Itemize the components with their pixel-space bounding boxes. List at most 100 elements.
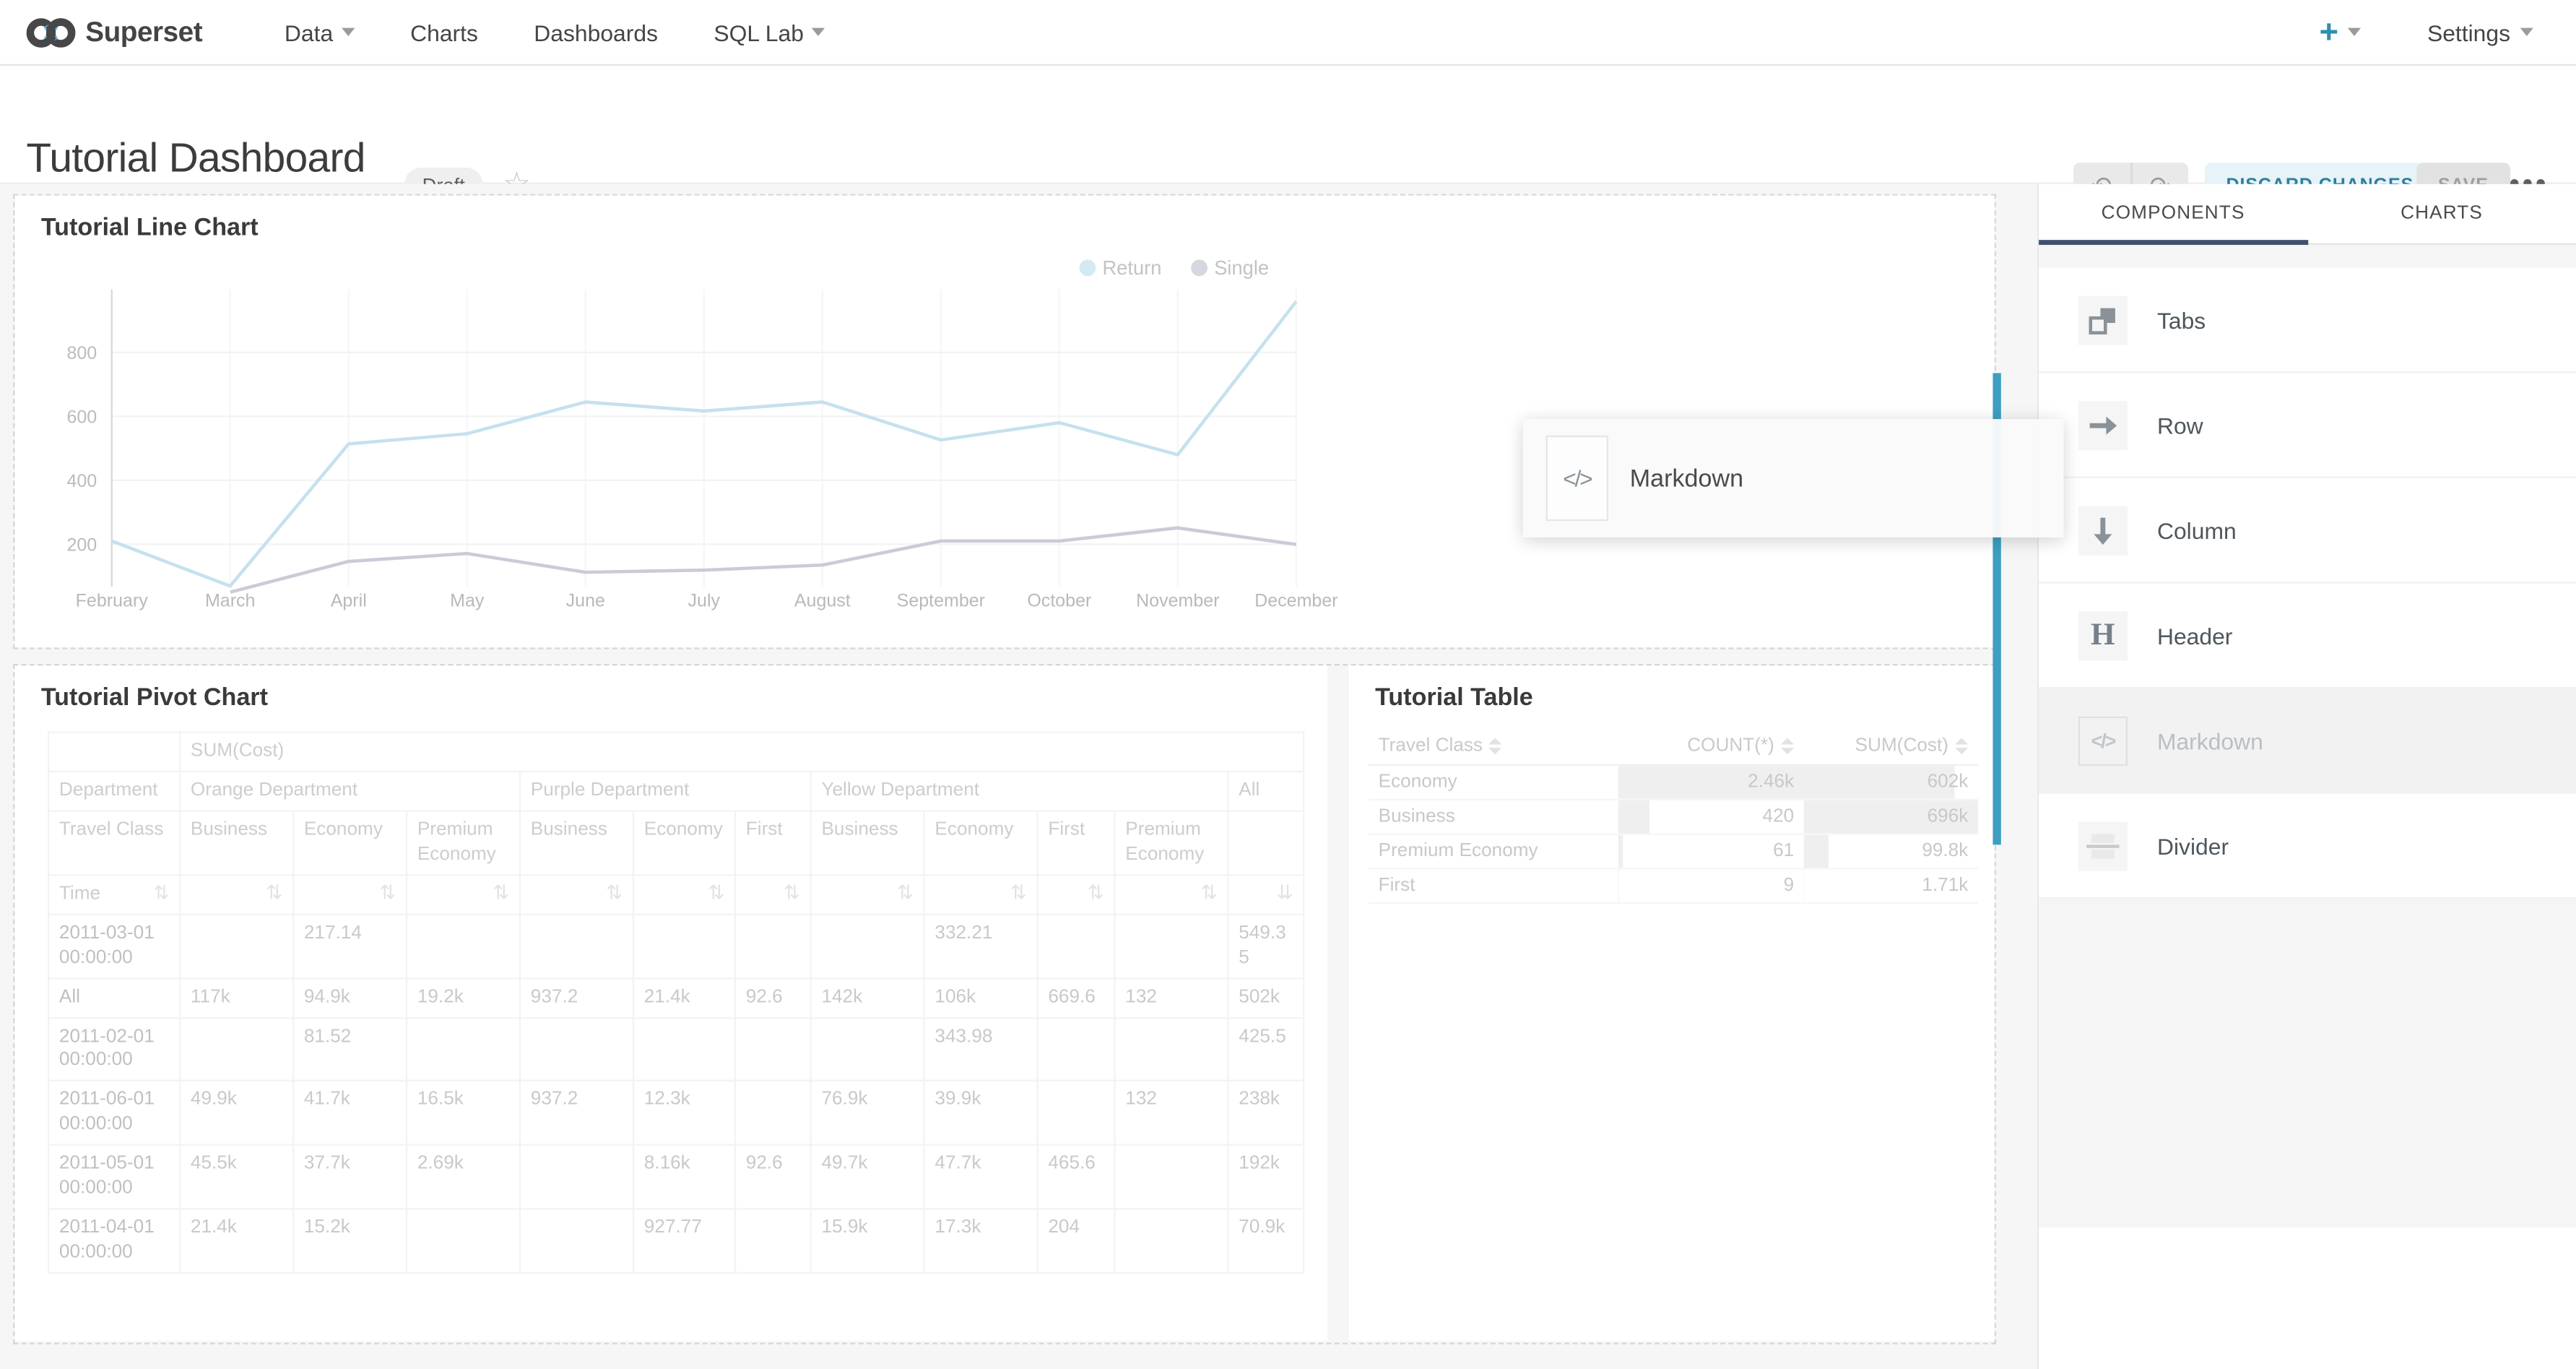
cell-sum: 99.8k xyxy=(1803,834,1978,870)
pivot-cell xyxy=(734,1016,812,1082)
pivot-class-header xyxy=(1227,810,1305,876)
pivot-cell xyxy=(734,913,812,979)
settings-menu[interactable]: Settings xyxy=(2427,19,2533,46)
pivot-cell: 15.2k xyxy=(292,1208,408,1274)
sidebar-tabs: COMPONENTS CHARTS xyxy=(2039,184,2576,245)
pivot-cell: 41.7k xyxy=(292,1080,408,1146)
chevron-down-icon xyxy=(812,27,825,37)
sort-icon[interactable]: ⇅ xyxy=(1036,873,1116,915)
markdown-code-icon: </> xyxy=(2078,715,2128,765)
cell-count: 2.46k xyxy=(1618,764,1804,800)
pivot-cell xyxy=(1114,1016,1229,1082)
nav-right: + Settings xyxy=(2320,16,2533,48)
pivot-cell xyxy=(632,913,737,979)
chevron-down-icon xyxy=(2520,27,2533,37)
cell-travel-class: Economy xyxy=(1368,764,1618,800)
pivot-measure: SUM(Cost) xyxy=(178,731,1305,773)
nav-dashboards[interactable]: Dashboards xyxy=(534,19,659,46)
component-item-markdown[interactable]: </> Markdown xyxy=(2039,688,2576,794)
pivot-class-header: Business xyxy=(810,810,925,876)
component-item-header[interactable]: H Header xyxy=(2039,583,2576,689)
cell-sum: 696k xyxy=(1803,799,1978,835)
sort-icon[interactable]: ⇅ xyxy=(153,884,170,904)
more-options-button[interactable] xyxy=(2510,178,2545,188)
sort-icon[interactable] xyxy=(1489,738,1503,755)
sort-icon[interactable]: ⇅ xyxy=(810,873,925,915)
svg-text:200: 200 xyxy=(66,535,97,555)
sort-icon[interactable]: ⇅ xyxy=(632,873,737,915)
superset-logo[interactable]: Superset xyxy=(26,14,203,50)
cell-count: 420 xyxy=(1618,799,1804,835)
pivot-row-label: 2011-05-01 00:00:00 xyxy=(47,1144,181,1210)
pivot-row: 2011-05-01 00:00:00 45.5k 37.7k 2.69k 8.16k 9… xyxy=(47,1144,1305,1210)
sort-icon[interactable]: ⇅ xyxy=(923,873,1038,915)
sort-icon[interactable]: ⇅ xyxy=(292,873,408,915)
pivot-class-header: Premium Economy xyxy=(405,810,521,876)
pivot-time-header[interactable]: Time ⇅ xyxy=(47,873,181,915)
component-item-tabs[interactable]: Tabs xyxy=(2039,267,2576,373)
header-h-icon: H xyxy=(2078,610,2128,660)
pivot-cell: 549.35 xyxy=(1227,913,1305,979)
sort-icon[interactable]: ⇅ xyxy=(519,873,635,915)
sidebar-footer-area xyxy=(2039,899,2576,1228)
legend-return[interactable]: Return xyxy=(1079,256,1161,280)
svg-text:June: June xyxy=(566,590,605,610)
new-item-menu[interactable]: + xyxy=(2320,16,2362,48)
line-chart-title: Tutorial Line Chart xyxy=(40,213,259,242)
sort-icon[interactable]: ⇅ xyxy=(734,873,812,915)
pivot-cell xyxy=(1114,1144,1229,1210)
pivot-col-dim: Travel Class xyxy=(47,810,181,876)
nav-data[interactable]: Data xyxy=(285,19,355,46)
sort-icon[interactable]: ⇅ xyxy=(178,873,295,915)
sort-icon[interactable]: ⇅ xyxy=(405,873,521,915)
cell-sum: 1.71k xyxy=(1803,868,1978,904)
chevron-down-icon xyxy=(341,27,355,37)
component-item-row[interactable]: Row xyxy=(2039,373,2576,478)
nav-sql-lab[interactable]: SQL Lab xyxy=(714,19,825,46)
pivot-cell: 19.2k xyxy=(405,977,521,1019)
svg-text:September: September xyxy=(897,590,985,610)
legend-dot-return xyxy=(1079,259,1096,277)
pivot-cell: 39.9k xyxy=(923,1080,1038,1146)
nav-charts[interactable]: Charts xyxy=(410,19,478,46)
pivot-row-label: 2011-03-01 00:00:00 xyxy=(47,913,181,979)
tab-charts[interactable]: CHARTS xyxy=(2401,204,2484,224)
pivot-cell: 15.9k xyxy=(810,1208,925,1274)
drop-indicator-line xyxy=(1992,373,2001,845)
legend-single[interactable]: Single xyxy=(1191,256,1269,280)
dashboard-title[interactable]: Tutorial Dashboard xyxy=(26,135,365,182)
col-header-travel-class[interactable]: Travel Class xyxy=(1368,727,1618,766)
builder-sidebar: COMPONENTS CHARTS Tabs xyxy=(2037,183,2576,1369)
pivot-cell: 17.3k xyxy=(923,1208,1038,1274)
pivot-cell xyxy=(1036,913,1116,979)
pivot-cell: 502k xyxy=(1227,977,1305,1019)
pivot-cell: 45.5k xyxy=(178,1144,295,1210)
pivot-row: 2011-06-01 00:00:00 49.9k 41.7k 16.5k 937.2 1… xyxy=(47,1080,1305,1146)
pivot-cell xyxy=(519,913,635,979)
col-header-sum[interactable]: SUM(Cost) xyxy=(1803,727,1978,766)
sort-icon[interactable]: ⇊ xyxy=(1227,873,1305,915)
pivot-cell: 142k xyxy=(810,977,925,1019)
pivot-row: All 117k 94.9k 19.2k 937.2 21.4k 92.6 142k 106k 6… xyxy=(47,977,1305,1019)
svg-text:December: December xyxy=(1254,590,1337,610)
pivot-cell xyxy=(178,913,295,979)
pivot-cell: 204 xyxy=(1036,1208,1116,1274)
markdown-drag-preview[interactable]: </> Markdown xyxy=(1522,419,2064,537)
col-header-count[interactable]: COUNT(*) xyxy=(1618,727,1804,766)
svg-text:600: 600 xyxy=(66,407,97,427)
pivot-cell: 12.3k xyxy=(632,1080,737,1146)
plus-icon: + xyxy=(2319,14,2339,51)
component-item-divider[interactable]: Divider xyxy=(2039,793,2576,899)
component-item-column[interactable]: Column xyxy=(2039,478,2576,584)
pivot-group-header: Purple Department xyxy=(519,770,812,812)
sort-icon[interactable]: ⇅ xyxy=(1114,873,1229,915)
dashboard-canvas: Tutorial Line Chart Return Single 200 400… xyxy=(0,183,2037,1369)
pivot-cell: 49.7k xyxy=(810,1144,925,1210)
tab-components[interactable]: COMPONENTS xyxy=(2101,204,2245,224)
svg-text:February: February xyxy=(76,590,149,610)
pivot-cell: 21.4k xyxy=(632,977,737,1019)
sort-icon[interactable] xyxy=(1955,738,1969,755)
sort-icon[interactable] xyxy=(1780,738,1795,755)
pivot-cell xyxy=(810,1016,925,1082)
pivot-row: 2011-04-01 00:00:00 21.4k 15.2k 927.77 15.9k… xyxy=(47,1208,1305,1274)
